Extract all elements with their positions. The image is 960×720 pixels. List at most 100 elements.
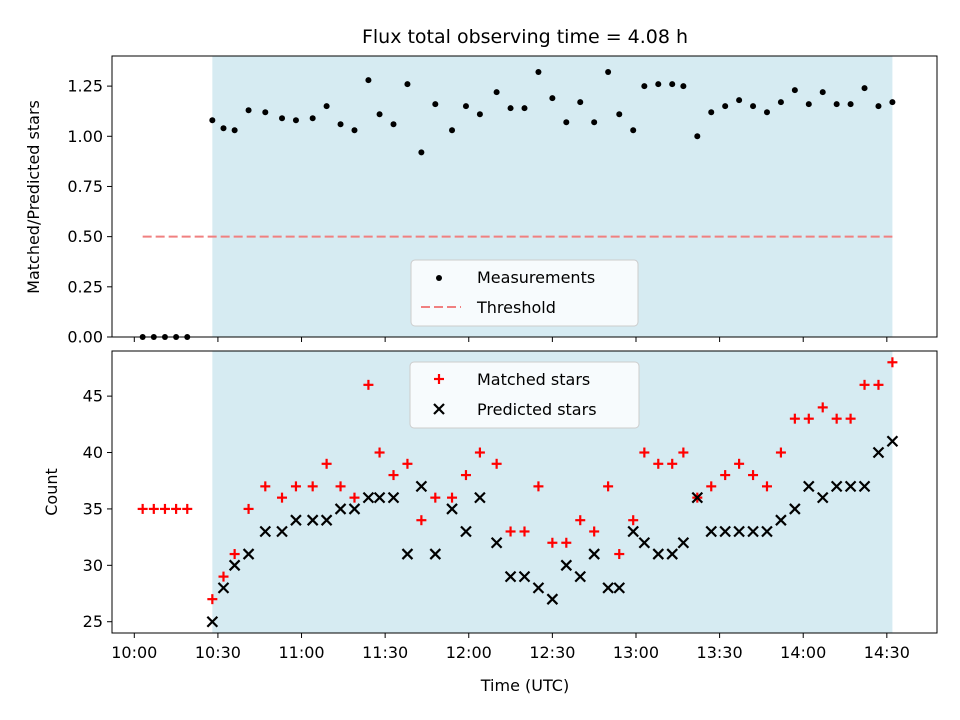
measurement-point — [521, 105, 528, 112]
measurement-point — [791, 87, 798, 94]
measurement-point — [641, 83, 648, 90]
count-x-tick-label: 13:00 — [613, 643, 659, 662]
predicted-star-point — [490, 536, 503, 549]
measurement-point — [337, 121, 344, 128]
measurement-point — [563, 119, 570, 126]
measurement-point — [763, 109, 770, 116]
count-legend: Matched stars Predicted stars — [409, 361, 640, 429]
legend-threshold-label: Threshold — [476, 298, 556, 317]
measurement-point — [376, 111, 383, 118]
measurement-point — [819, 89, 826, 96]
matched-star-point — [505, 526, 516, 537]
matched-star-point — [734, 458, 745, 469]
legend-measurements-label: Measurements — [477, 268, 595, 287]
measurement-point — [616, 111, 623, 118]
ratio-y-tick-label: 0.50 — [67, 227, 103, 246]
count-x-tick-label: 10:30 — [195, 643, 241, 662]
measurement-point — [493, 89, 500, 96]
measurement-point — [292, 117, 299, 124]
measurement-point — [309, 115, 316, 122]
measurement-point — [462, 103, 469, 110]
predicted-star-point — [789, 503, 801, 515]
ratio-marks — [139, 69, 896, 340]
matched-star-point — [335, 481, 346, 492]
predicted-star-point — [858, 480, 871, 493]
matched-star-point — [460, 470, 471, 481]
matched-star-point — [859, 379, 870, 390]
predicted-star-point — [844, 480, 857, 493]
measurement-point — [669, 81, 676, 88]
matched-star-point — [229, 549, 240, 560]
measurement-point — [507, 105, 514, 112]
predicted-star-point — [242, 548, 255, 560]
matched-star-point — [207, 594, 218, 605]
predicted-star-point — [627, 525, 639, 538]
measurement-point — [655, 81, 662, 88]
count-panel: 25 30 35 40 45 10:00 10:30 11:00 11:30 12:00 12:3… — [42, 350, 938, 695]
measurement-point — [365, 77, 372, 84]
matched-star-point — [706, 481, 717, 492]
measurement-point — [591, 119, 598, 126]
matched-star-point — [887, 357, 898, 368]
measurement-point — [220, 125, 227, 132]
matched-star-point — [519, 526, 530, 537]
predicted-star-point — [602, 582, 614, 594]
ratio-y-tick-label: 1.25 — [67, 77, 103, 96]
figure-title: Flux total observing time = 4.08 h — [362, 26, 688, 48]
matched-star-point — [290, 481, 301, 492]
count-marks — [137, 357, 899, 628]
matched-star-point — [137, 503, 148, 514]
measurement-point — [476, 111, 483, 118]
matched-star-point — [775, 447, 786, 458]
measurement-point — [245, 107, 252, 114]
measurement-point — [889, 99, 896, 106]
matched-star-point — [628, 515, 639, 526]
matched-star-point — [547, 537, 558, 548]
measurement-point — [722, 103, 729, 110]
measurement-point — [605, 69, 612, 76]
predicted-star-point — [259, 525, 272, 538]
count-x-label: Time (UTC) — [480, 676, 569, 695]
matched-star-point — [277, 492, 288, 503]
matched-star-point — [148, 503, 159, 514]
ratio-y-tick-label: 1.00 — [67, 127, 103, 146]
matched-star-point — [363, 379, 374, 390]
count-x-tick-label: 11:00 — [278, 643, 324, 662]
ratio-legend: Measurements Threshold — [410, 259, 639, 327]
count-y-tick-label: 45 — [83, 387, 103, 406]
predicted-star-point — [334, 503, 347, 515]
measurement-point — [630, 127, 637, 134]
predicted-star-point — [348, 503, 361, 515]
predicted-star-point — [588, 548, 600, 560]
predicted-star-point — [666, 548, 678, 560]
count-x-tick-label: 11:30 — [362, 643, 408, 662]
predicted-star-point — [761, 525, 773, 538]
measurement-point — [680, 83, 687, 90]
count-x-tick-label: 12:00 — [446, 643, 492, 662]
predicted-star-point — [803, 480, 815, 493]
matched-star-point — [678, 447, 689, 458]
count-x-tick-label: 13:30 — [697, 643, 743, 662]
matched-star-point — [653, 458, 664, 469]
predicted-star-point — [816, 491, 829, 504]
measurement-point — [694, 133, 701, 140]
matched-star-point — [374, 447, 385, 458]
predicted-star-point — [460, 525, 472, 538]
count-x-tick-label: 12:30 — [529, 643, 575, 662]
count-x-tick-label: 10:00 — [111, 643, 157, 662]
predicted-star-point — [532, 582, 545, 594]
predicted-star-point — [872, 446, 885, 459]
predicted-star-point — [886, 435, 899, 448]
measurement-point — [875, 103, 882, 110]
count-x-ticks: 10:00 10:30 11:00 11:30 12:00 12:30 13:00 13:30… — [111, 633, 910, 662]
predicted-star-point — [775, 514, 787, 526]
measurement-point — [418, 149, 425, 156]
ratio-y-tick-label: 0.25 — [67, 277, 103, 296]
matched-star-point — [803, 413, 814, 424]
measurement-point — [390, 121, 397, 128]
measurement-point — [847, 101, 854, 108]
matched-star-point — [388, 470, 399, 481]
predicted-star-point — [613, 582, 626, 594]
predicted-star-point — [276, 525, 288, 538]
